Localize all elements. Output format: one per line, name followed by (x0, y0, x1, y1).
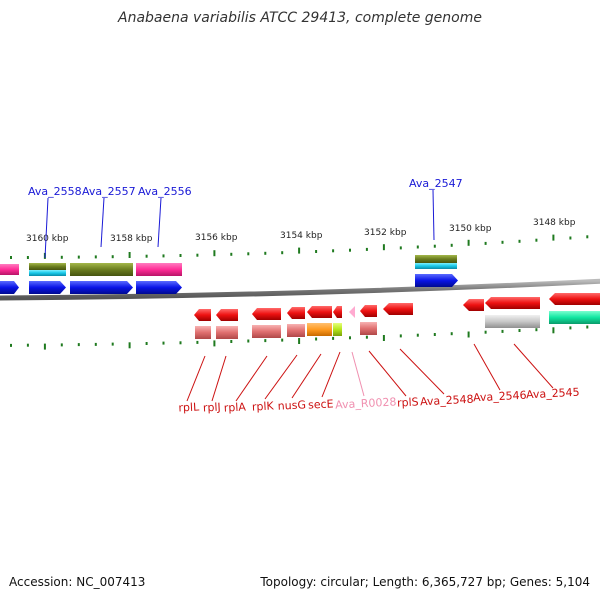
genome-backbone (0, 278, 600, 301)
gene-label-ava-2558: Ava_2558 (28, 185, 82, 198)
lower-scale-ticks (10, 325, 589, 350)
upper-gene-labels: Ava_2558 Ava_2557 Ava_2556 Ava_2547 (28, 177, 463, 198)
gene-arrow (194, 309, 211, 321)
rna-feature (349, 306, 355, 318)
gene-label-rplk: rplK (252, 399, 275, 413)
gene-feature (549, 311, 600, 324)
gene-feature (0, 264, 19, 275)
gene-label-rplj: rplJ (203, 401, 221, 415)
gene-arrow (485, 297, 540, 309)
gene-feature (307, 323, 332, 336)
gene-feature (415, 255, 457, 263)
gene-arrow (216, 309, 238, 321)
forward-strand-features (0, 255, 458, 294)
gene-arrow (307, 306, 332, 318)
map-title: Anabaena variabilis ATCC 29413, complete… (118, 10, 482, 26)
gene-label-rpll: rplL (178, 400, 200, 414)
gene-arrow (549, 293, 600, 305)
gene-feature (195, 326, 211, 339)
scale-label-3158: 3158 kbp (110, 234, 153, 244)
lower-label-leaders (186, 343, 554, 402)
gene-arrow (0, 281, 19, 294)
gene-feature (360, 322, 377, 335)
gene-label-rpla: rplA (223, 400, 246, 414)
scale-label-3156: 3156 kbp (195, 233, 238, 243)
gene-label-ava-2556: Ava_2556 (138, 185, 192, 198)
gene-arrow (333, 306, 342, 318)
gene-feature (415, 263, 457, 269)
upper-label-leaders (44, 189, 435, 259)
gene-arrow (29, 281, 66, 294)
gene-label-ava-2547: Ava_2547 (409, 177, 463, 190)
scale-label-3150: 3150 kbp (449, 224, 492, 234)
gene-feature (287, 324, 305, 337)
gene-feature (29, 270, 66, 276)
gene-label-ava-2548: Ava_2548 (420, 393, 474, 409)
reverse-strand-features (194, 293, 600, 339)
gene-label-ava-r0028: Ava_R0028 (335, 395, 397, 411)
gene-arrow (383, 303, 413, 315)
scale-label-3148: 3148 kbp (533, 218, 576, 228)
gene-arrow (252, 308, 281, 320)
scale-label-3154: 3154 kbp (280, 231, 323, 241)
scale-labels: 3160 kbp 3158 kbp 3156 kbp 3154 kbp 3152… (26, 218, 576, 244)
gene-arrow (415, 274, 458, 287)
gene-feature (252, 325, 281, 338)
gene-feature (216, 326, 238, 339)
accession-text: Accession: NC_007413 (9, 575, 146, 589)
gene-feature (136, 263, 182, 276)
gene-arrow (70, 281, 133, 294)
gene-arrow (287, 307, 305, 319)
gene-arrow (136, 281, 182, 294)
gene-label-sece: secE (308, 397, 334, 411)
gene-feature (70, 263, 133, 276)
gene-feature (333, 323, 342, 336)
gene-arrow (463, 299, 484, 311)
scale-label-3152: 3152 kbp (364, 228, 407, 238)
lower-gene-labels: rplL rplJ rplA rplK nusG secE Ava_R0028 … (178, 386, 580, 415)
gene-feature (485, 315, 540, 328)
gene-label-ava-2546: Ava_2546 (473, 389, 527, 405)
gene-feature (29, 263, 66, 270)
upper-scale-ticks (10, 234, 589, 259)
gene-label-nusg: nusG (277, 398, 306, 412)
gene-label-ava-2545: Ava_2545 (526, 386, 580, 402)
gene-arrow (360, 305, 377, 317)
gene-label-ava-2557: Ava_2557 (82, 185, 136, 198)
genome-summary-text: Topology: circular; Length: 6,365,727 bp… (260, 575, 590, 589)
scale-label-3160: 3160 kbp (26, 234, 69, 244)
gene-label-rpls: rplS (397, 395, 419, 409)
